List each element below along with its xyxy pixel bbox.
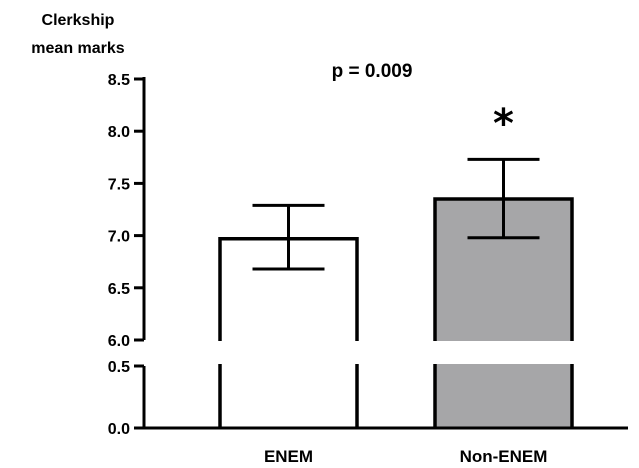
y-tick-label-upper-5: 8.0 bbox=[108, 124, 130, 141]
y-axis-label-line2: mean marks bbox=[31, 40, 124, 57]
y-tick-label-upper-1: 6.0 bbox=[108, 333, 130, 350]
y-tick-label-upper-6: 8.5 bbox=[108, 72, 130, 89]
p-value-annotation: p = 0.009 bbox=[332, 61, 413, 82]
y-tick-label-lower-1: 0.0 bbox=[108, 421, 130, 438]
y-axis-label-line1: Clerkship bbox=[42, 12, 115, 29]
x-tick-label-1: ENEM bbox=[264, 447, 313, 466]
axis-break-gap bbox=[150, 341, 634, 364]
y-tick-label-upper-4: 7.5 bbox=[108, 176, 130, 193]
y-tick-label-upper-3: 7.0 bbox=[108, 229, 130, 246]
y-tick-label-upper-2: 6.5 bbox=[108, 281, 130, 298]
x-tick-label-2: Non-ENEM bbox=[460, 447, 548, 466]
y-tick-label-lower-2: 0.5 bbox=[108, 359, 130, 376]
significance-star: * bbox=[493, 101, 514, 147]
